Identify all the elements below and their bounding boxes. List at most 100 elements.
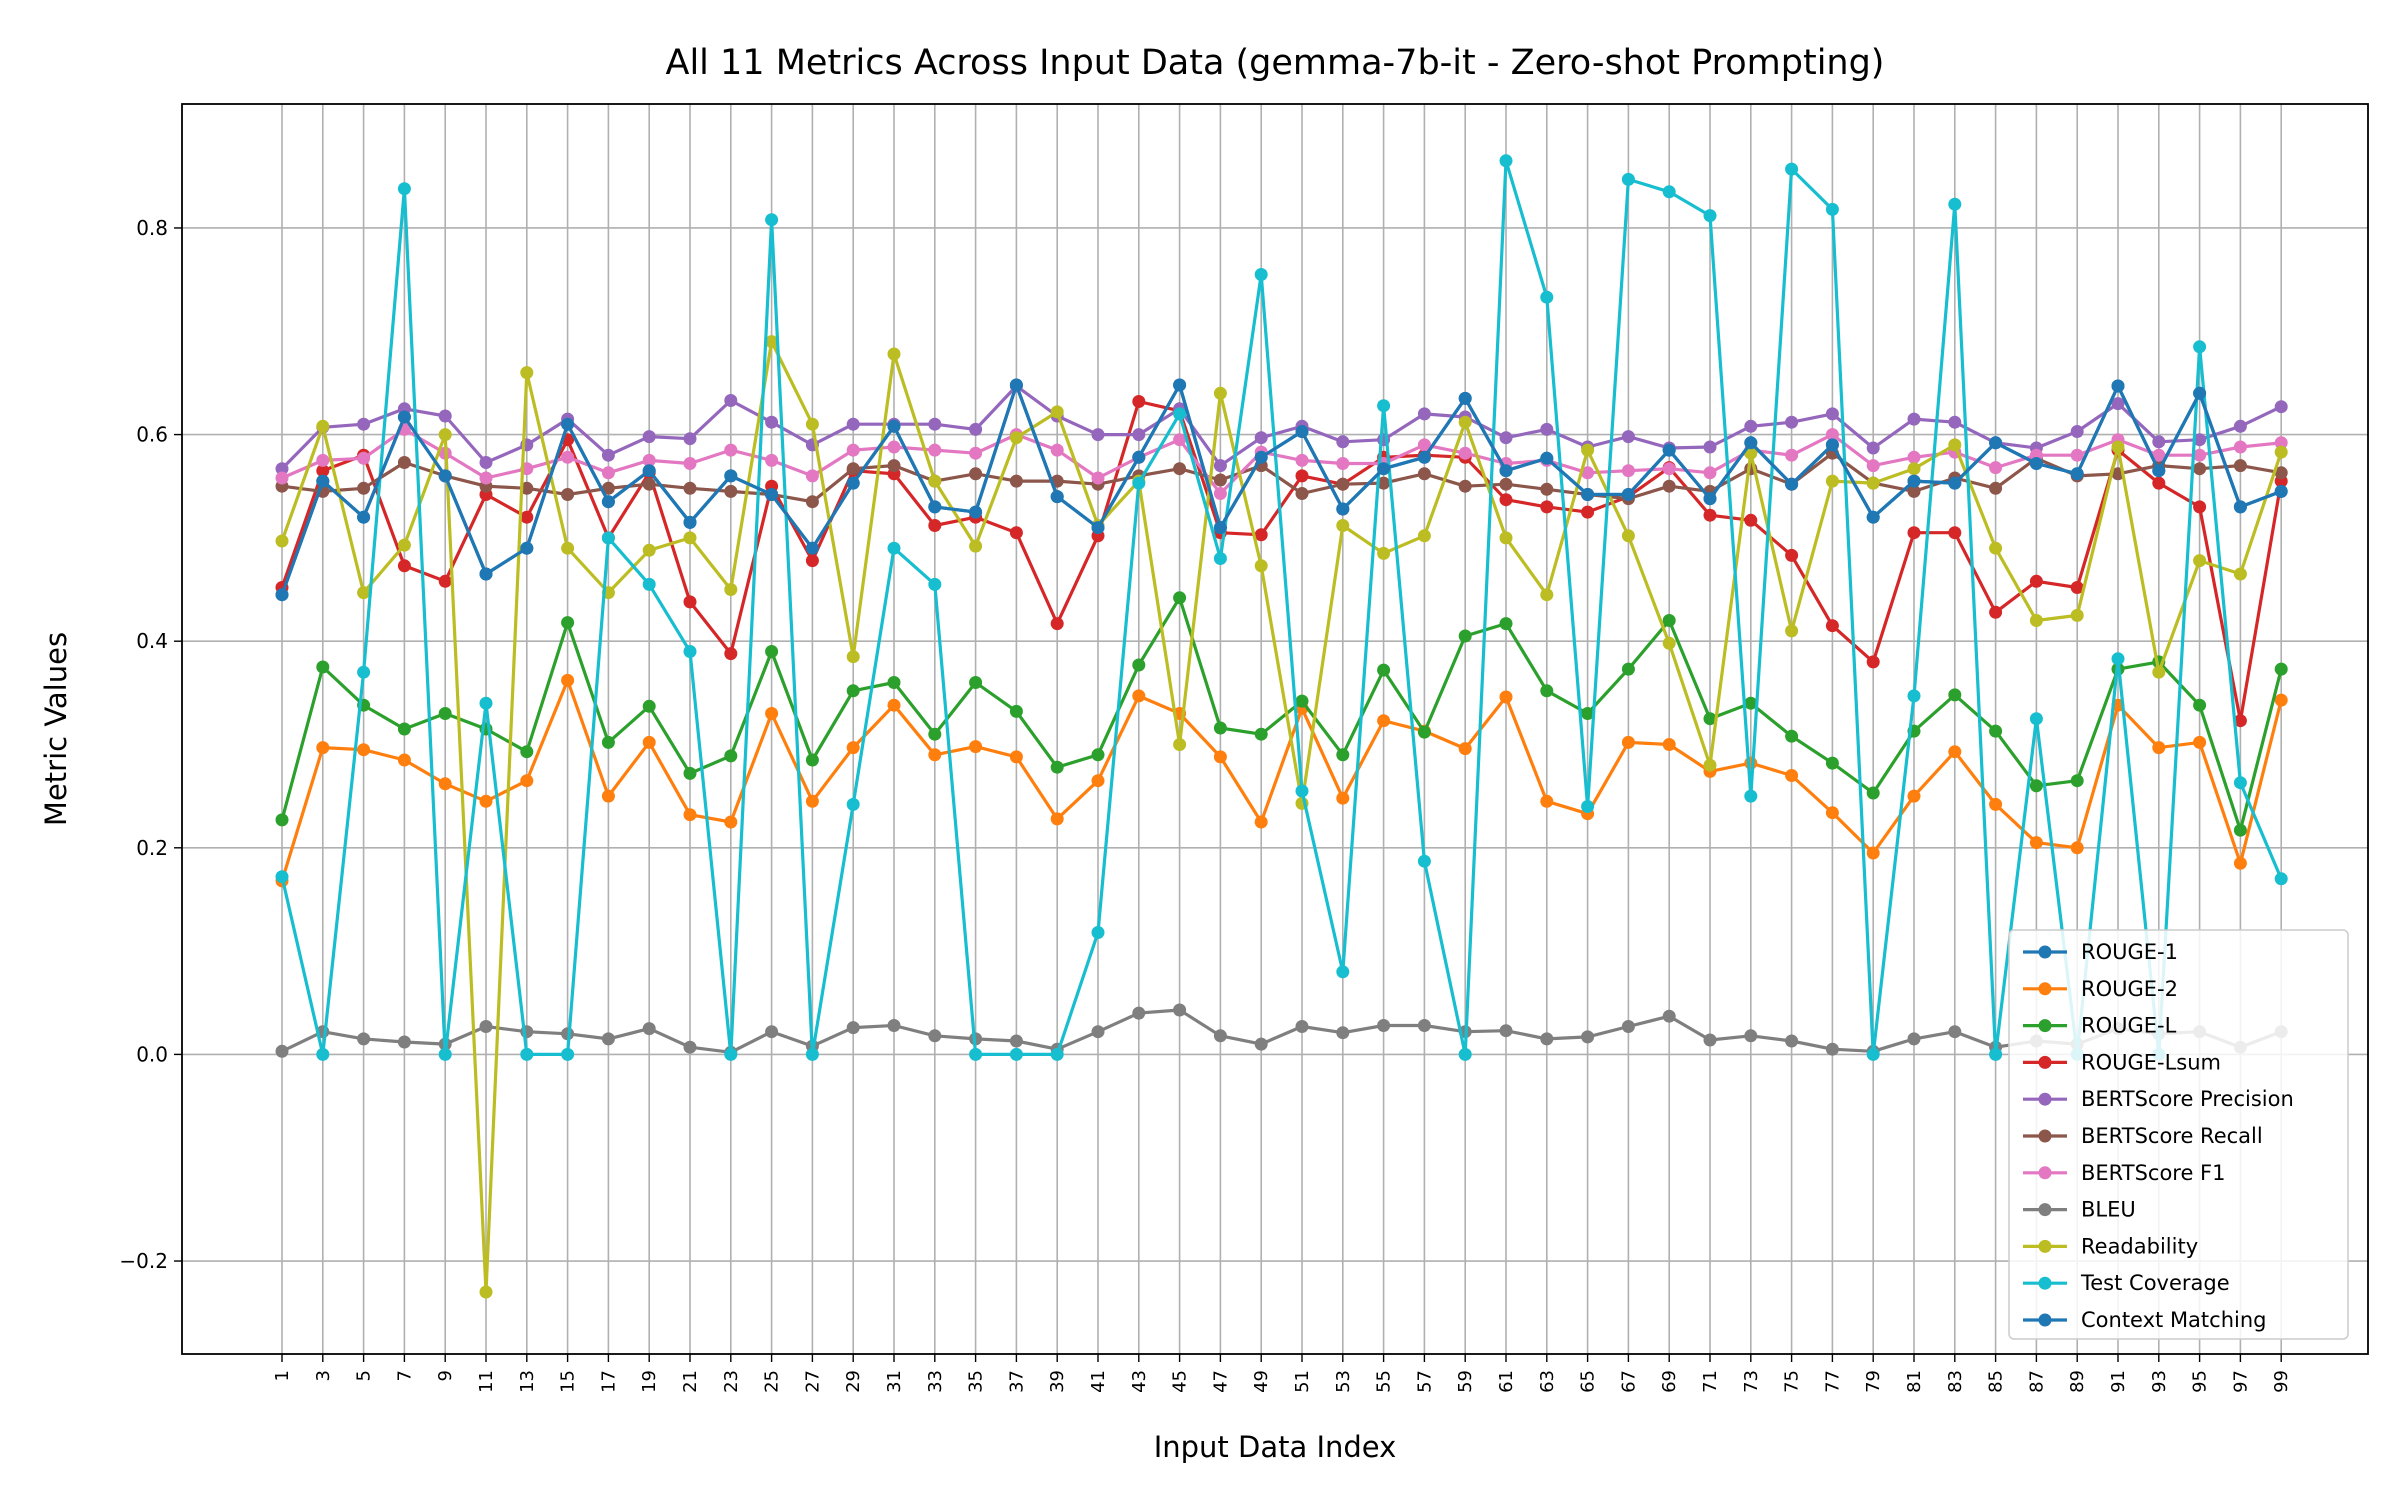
data-point: [2233, 459, 2247, 473]
data-point: [1458, 742, 1472, 756]
data-point: [2070, 774, 2084, 788]
y-tick-label: −0.2: [119, 1249, 168, 1273]
series-context-matching: [275, 378, 2288, 602]
data-point: [1703, 440, 1717, 454]
data-point: [2152, 741, 2166, 755]
data-point: [1050, 405, 1064, 419]
data-point: [561, 417, 575, 431]
data-point: [1009, 474, 1023, 488]
data-point: [1540, 588, 1554, 602]
data-point: [2274, 445, 2288, 459]
data-point: [1907, 474, 1921, 488]
y-tick-label: 0.6: [136, 423, 168, 447]
data-point: [1989, 481, 2003, 495]
x-tick-label: 79: [1863, 1370, 1884, 1393]
data-point: [357, 510, 371, 524]
data-point: [1213, 487, 1227, 500]
series-line: [280, 159, 2283, 1057]
data-point: [928, 748, 942, 762]
data-point: [275, 534, 289, 548]
data-point: [1417, 725, 1431, 739]
x-tick-label: 33: [925, 1370, 946, 1393]
y-tick-label: 0.2: [136, 836, 168, 860]
data-point: [969, 422, 983, 436]
data-point: [1254, 559, 1268, 573]
data-point: [1948, 1025, 1962, 1039]
x-tick-label: 93: [2149, 1370, 2170, 1393]
plot-frame: [181, 103, 2369, 1355]
x-tick-label: 91: [2108, 1370, 2129, 1393]
data-point: [520, 541, 534, 555]
x-tick-label: 71: [1700, 1370, 1721, 1393]
data-point: [969, 676, 983, 689]
data-point: [887, 698, 901, 712]
data-point: [479, 471, 493, 485]
x-tick-label: 85: [1986, 1370, 2007, 1393]
data-point: [1173, 1003, 1187, 1017]
x-tick-label: 87: [2026, 1370, 2047, 1393]
legend-item: Context Matching: [2023, 1308, 2267, 1332]
data-point: [2193, 340, 2207, 354]
data-point: [1336, 477, 1350, 491]
data-point: [1907, 689, 1921, 703]
data-point: [683, 1040, 697, 1054]
data-point: [1336, 502, 1350, 516]
data-point: [2193, 554, 2207, 568]
x-tick-label: 63: [1537, 1370, 1558, 1393]
x-tick-label: 55: [1374, 1370, 1395, 1393]
series-readability: [275, 335, 2288, 1299]
data-point: [969, 539, 983, 553]
legend-label: BERTScore F1: [2081, 1161, 2226, 1185]
data-point: [1050, 812, 1064, 826]
legend-label: BERTScore Precision: [2081, 1087, 2294, 1111]
data-point: [969, 446, 983, 460]
legend-swatch-marker: [2038, 1166, 2052, 1180]
data-point: [1009, 704, 1023, 718]
series-line: [280, 678, 2283, 883]
data-point: [1785, 448, 1799, 462]
legend-swatch-marker: [2038, 1276, 2052, 1290]
data-point: [1173, 378, 1187, 392]
data-point: [928, 443, 942, 457]
data-point: [316, 660, 330, 674]
data-point: [2233, 440, 2247, 454]
x-tick-label: 21: [680, 1370, 701, 1393]
data-point: [1377, 399, 1391, 413]
data-point: [561, 541, 575, 555]
x-tick-label: 43: [1129, 1370, 1150, 1393]
data-point: [1540, 482, 1554, 496]
data-point: [520, 745, 534, 759]
x-tick-label: 25: [762, 1370, 783, 1393]
data-point: [561, 1047, 575, 1061]
data-point: [1907, 450, 1921, 464]
data-point: [2029, 574, 2043, 588]
data-point: [887, 419, 901, 433]
data-point: [1091, 521, 1105, 535]
data-point: [1989, 461, 2003, 475]
data-point: [1621, 464, 1635, 478]
data-point: [1825, 806, 1839, 820]
data-point: [1336, 435, 1350, 449]
data-point: [1703, 1033, 1717, 1047]
data-point: [1948, 688, 1962, 702]
data-point: [683, 432, 697, 446]
x-tick-label: 37: [1006, 1370, 1027, 1393]
data-point: [969, 505, 983, 519]
data-point: [846, 797, 860, 811]
data-point: [765, 453, 779, 467]
series-group: [275, 154, 2288, 1299]
series-line: [280, 451, 2283, 504]
data-point: [561, 450, 575, 464]
data-point: [1948, 526, 1962, 540]
data-point: [1907, 789, 1921, 803]
data-point: [805, 753, 819, 767]
data-point: [357, 1032, 371, 1046]
data-point: [1744, 513, 1758, 527]
data-point: [887, 459, 901, 473]
data-point: [2029, 836, 2043, 850]
data-point: [1825, 407, 1839, 421]
data-point: [520, 1047, 534, 1061]
legend: ROUGE-1 ROUGE-2 ROUGE-L ROUGE-Lsum BERTScore…: [2008, 929, 2349, 1340]
data-point: [887, 541, 901, 555]
data-point: [1132, 395, 1146, 408]
